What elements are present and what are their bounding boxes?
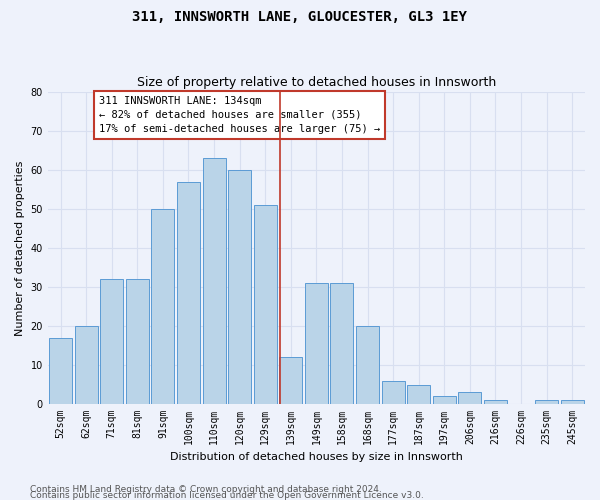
Bar (458, 392, 481, 404)
Text: Contains public sector information licensed under the Open Government Licence v3: Contains public sector information licen… (30, 491, 424, 500)
Bar (228, 170, 251, 404)
Bar (433, 396, 456, 404)
Bar (331, 283, 353, 404)
Bar (356, 326, 379, 404)
X-axis label: Distribution of detached houses by size in Innsworth: Distribution of detached houses by size … (170, 452, 463, 462)
Text: 311, INNSWORTH LANE, GLOUCESTER, GL3 1EY: 311, INNSWORTH LANE, GLOUCESTER, GL3 1EY (133, 10, 467, 24)
Bar (74, 326, 98, 404)
Bar (151, 209, 175, 404)
Bar (560, 400, 584, 404)
Bar (280, 358, 302, 404)
Bar (49, 338, 72, 404)
Text: 311 INNSWORTH LANE: 134sqm
← 82% of detached houses are smaller (355)
17% of sem: 311 INNSWORTH LANE: 134sqm ← 82% of deta… (99, 96, 380, 134)
Bar (382, 380, 404, 404)
Bar (305, 283, 328, 404)
Bar (203, 158, 226, 404)
Bar (484, 400, 507, 404)
Bar (100, 280, 123, 404)
Title: Size of property relative to detached houses in Innsworth: Size of property relative to detached ho… (137, 76, 496, 90)
Bar (254, 205, 277, 404)
Bar (535, 400, 558, 404)
Y-axis label: Number of detached properties: Number of detached properties (15, 160, 25, 336)
Text: Contains HM Land Registry data © Crown copyright and database right 2024.: Contains HM Land Registry data © Crown c… (30, 485, 382, 494)
Bar (126, 280, 149, 404)
Bar (177, 182, 200, 404)
Bar (407, 384, 430, 404)
